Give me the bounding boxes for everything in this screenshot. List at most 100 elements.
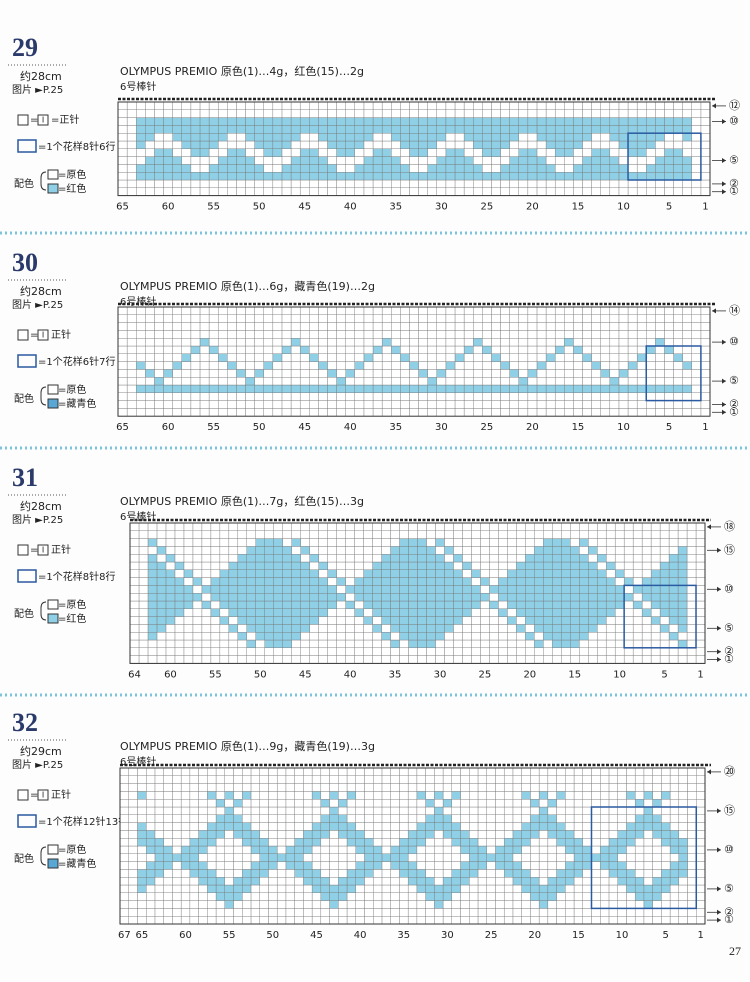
cell xyxy=(381,101,392,111)
cell xyxy=(453,655,463,664)
cell xyxy=(617,869,627,878)
column-label: 65 xyxy=(116,202,129,213)
cell xyxy=(686,538,697,547)
cell xyxy=(564,377,574,386)
cell xyxy=(409,384,419,394)
cell xyxy=(436,330,447,339)
cell xyxy=(255,530,265,539)
cell xyxy=(233,900,243,909)
cell xyxy=(507,561,517,571)
cell xyxy=(659,616,670,625)
cell xyxy=(299,384,310,394)
cell xyxy=(254,408,264,417)
cell xyxy=(145,822,156,831)
cell xyxy=(416,877,426,886)
cell xyxy=(471,538,481,547)
cell xyxy=(254,179,264,189)
cell xyxy=(417,647,427,656)
row-label: ① xyxy=(729,405,739,418)
cell xyxy=(199,361,210,370)
cell xyxy=(391,171,401,181)
grid-frame xyxy=(117,306,711,417)
cell xyxy=(272,109,283,118)
cell xyxy=(207,916,217,925)
cell xyxy=(442,775,452,784)
cell xyxy=(547,806,557,816)
cell xyxy=(329,830,339,839)
cell xyxy=(329,791,339,800)
cell xyxy=(372,164,383,173)
cell xyxy=(128,900,138,909)
cell xyxy=(264,569,274,578)
cell xyxy=(189,900,199,909)
cell xyxy=(285,799,295,808)
cell xyxy=(669,853,680,862)
cell xyxy=(273,616,283,625)
column-label: 60 xyxy=(179,930,192,941)
page-number: 27 xyxy=(729,944,741,958)
cell xyxy=(126,400,137,409)
cell xyxy=(346,892,356,901)
cell xyxy=(436,408,447,417)
cell xyxy=(281,369,292,378)
cell xyxy=(272,101,283,111)
cell xyxy=(311,822,322,831)
cell xyxy=(228,647,239,656)
cell xyxy=(246,561,256,571)
cell xyxy=(372,101,383,111)
cell xyxy=(372,314,383,323)
color-1: =原色 xyxy=(58,843,86,856)
cell xyxy=(518,132,529,142)
cell xyxy=(272,314,283,323)
cell xyxy=(573,799,583,808)
cell xyxy=(588,655,598,664)
cell xyxy=(486,853,496,862)
cell xyxy=(189,908,199,917)
cell xyxy=(172,377,182,386)
cell xyxy=(482,384,492,394)
cell xyxy=(444,538,454,547)
cell xyxy=(643,791,653,800)
cell xyxy=(579,577,589,586)
cell xyxy=(696,892,706,901)
cell xyxy=(285,861,295,870)
cell xyxy=(512,900,522,909)
cell xyxy=(554,179,565,189)
cell xyxy=(145,400,155,409)
cell xyxy=(591,132,601,142)
cell xyxy=(655,101,665,111)
cell xyxy=(311,775,322,784)
cell xyxy=(462,577,472,586)
cell xyxy=(596,569,607,578)
cell xyxy=(451,877,461,886)
cell xyxy=(627,338,638,347)
cell xyxy=(444,655,454,664)
cell xyxy=(627,171,638,181)
cell xyxy=(147,593,158,602)
cell xyxy=(363,306,374,316)
cell xyxy=(190,140,201,150)
cell xyxy=(605,608,616,617)
cell xyxy=(530,767,540,777)
cell xyxy=(509,392,519,401)
cell xyxy=(700,384,711,394)
cell xyxy=(245,330,255,339)
cell xyxy=(254,187,264,196)
cell xyxy=(521,783,531,792)
column-label: 45 xyxy=(298,422,311,433)
cell xyxy=(427,148,437,157)
cell xyxy=(145,830,156,839)
cell xyxy=(436,101,447,111)
cell xyxy=(582,916,592,925)
arrow-head xyxy=(722,402,726,407)
cell xyxy=(199,345,210,355)
cell xyxy=(600,384,611,394)
cell xyxy=(462,530,472,539)
cell xyxy=(400,109,410,118)
cell xyxy=(246,522,256,532)
cell xyxy=(263,156,274,165)
cell xyxy=(207,830,217,839)
cell xyxy=(543,616,553,625)
